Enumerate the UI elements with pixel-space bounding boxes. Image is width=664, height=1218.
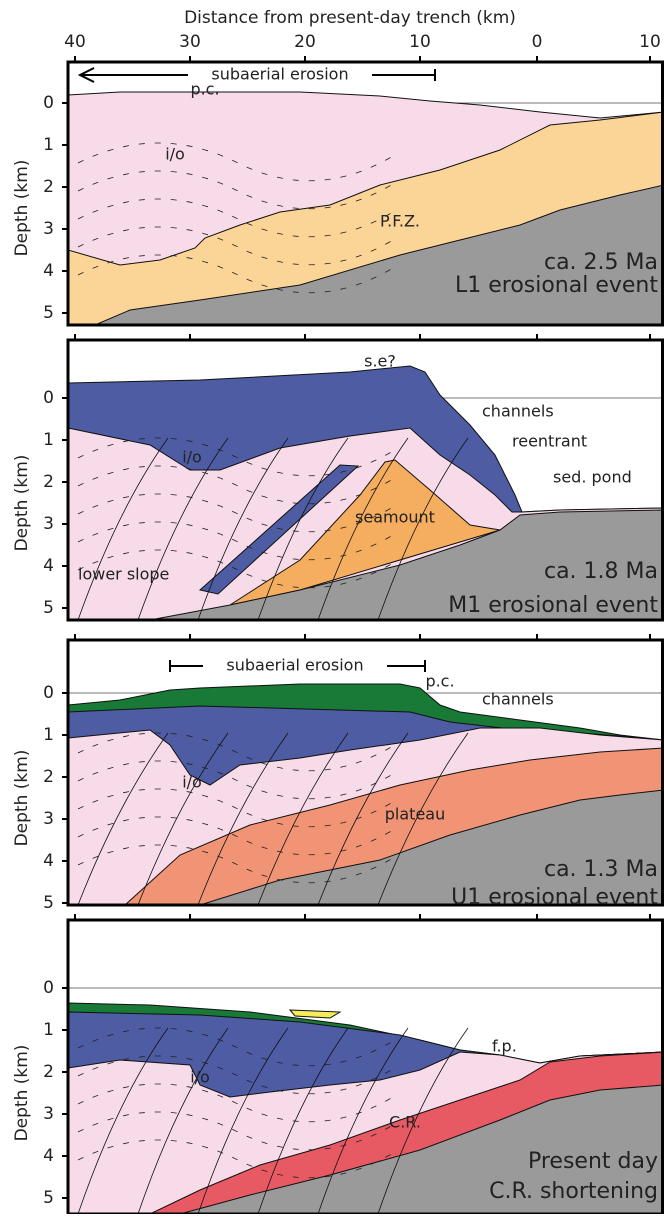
section-label: subaerial erosion xyxy=(226,656,363,675)
y-tick-label: 0 xyxy=(43,388,54,408)
y-tick-label: 5 xyxy=(43,893,54,913)
y-tick-label: 4 xyxy=(43,1146,54,1166)
section-3: Depth (km) 0 1 2 3 4 5 i/o f.p. C.R. Present day C.… xyxy=(12,914,664,1214)
y-tick-label: 0 xyxy=(43,93,54,113)
y-tick-label: 3 xyxy=(43,514,54,534)
y-tick-label: 0 xyxy=(43,683,54,703)
y-tick-label: 1 xyxy=(43,1020,54,1040)
y-tick-label: 2 xyxy=(43,177,54,197)
y-tick-label: 2 xyxy=(43,472,54,492)
y-axis-label: Depth (km) xyxy=(12,160,32,257)
y-tick-label: 4 xyxy=(43,851,54,871)
y-tick-label: 0 xyxy=(43,978,54,998)
y-tick-label: 5 xyxy=(43,598,54,618)
y-axis-label: Depth (km) xyxy=(12,1045,32,1142)
section-label: i/o xyxy=(190,1068,210,1087)
section-label: channels xyxy=(482,402,554,421)
section-label: P.F.Z. xyxy=(380,212,420,231)
y-tick-label: 3 xyxy=(43,1104,54,1124)
event-label: U1 erosional event xyxy=(451,885,658,910)
section-label: f.p. xyxy=(492,1037,517,1056)
y-tick-label: 1 xyxy=(43,725,54,745)
y-tick-label: 2 xyxy=(43,1062,54,1082)
y-tick-label: 3 xyxy=(43,809,54,829)
y-tick-label: 4 xyxy=(43,261,54,281)
section-label: plateau xyxy=(385,805,445,824)
y-tick-label: 4 xyxy=(43,556,54,576)
section-label: s.e? xyxy=(364,352,396,371)
y-tick-label: 5 xyxy=(43,1188,54,1208)
section-label: i/o xyxy=(182,773,202,792)
section-label: p.c. xyxy=(425,672,454,691)
x-tick-label: 40 xyxy=(64,32,86,52)
axis-title: Distance from present-day trench (km) xyxy=(184,8,516,28)
event-label: C.R. shortening xyxy=(489,1179,658,1204)
y-axis-label: Depth (km) xyxy=(12,455,32,552)
age-label: ca. 1.8 Ma xyxy=(544,559,658,584)
y-axis-label: Depth (km) xyxy=(12,750,32,847)
section-label: channels xyxy=(482,690,554,709)
y-tick-label: 2 xyxy=(43,767,54,787)
section-1: Depth (km) 0 1 2 3 4 5 s.e? channels reentrant sed… xyxy=(12,334,664,620)
section-label: sed. pond xyxy=(553,468,632,487)
event-label: L1 erosional event xyxy=(455,273,658,298)
section-label: i/o xyxy=(182,448,202,467)
x-tick-label: 10 xyxy=(639,32,661,52)
y-tick-label: 1 xyxy=(43,430,54,450)
y-tick-label: 3 xyxy=(43,219,54,239)
x-tick-label: 0 xyxy=(532,32,543,52)
section-2: Depth (km) 0 1 2 3 4 5 subaerial erosion p.c. cha… xyxy=(12,634,664,913)
section-label: subaerial erosion xyxy=(211,65,348,84)
x-tick-label: 20 xyxy=(294,32,316,52)
age-label: Present day xyxy=(528,1149,658,1174)
y-tick-label: 5 xyxy=(43,303,54,323)
section-label: seamount xyxy=(355,508,435,527)
age-label: ca. 1.3 Ma xyxy=(544,857,658,882)
x-tick-label: 10 xyxy=(409,32,431,52)
section-label: p.c. xyxy=(190,80,219,99)
section-label: reentrant xyxy=(512,432,587,451)
y-tick-label: 1 xyxy=(43,135,54,155)
section-label: C.R. xyxy=(389,1113,421,1132)
x-tick-label: 30 xyxy=(179,32,201,52)
section-label: lower slope xyxy=(78,565,169,584)
figure: Distance from present-day trench (km) 40… xyxy=(0,0,664,1214)
event-label: M1 erosional event xyxy=(448,593,658,618)
age-label: ca. 2.5 Ma xyxy=(544,250,658,275)
section-label: i/o xyxy=(165,145,185,164)
